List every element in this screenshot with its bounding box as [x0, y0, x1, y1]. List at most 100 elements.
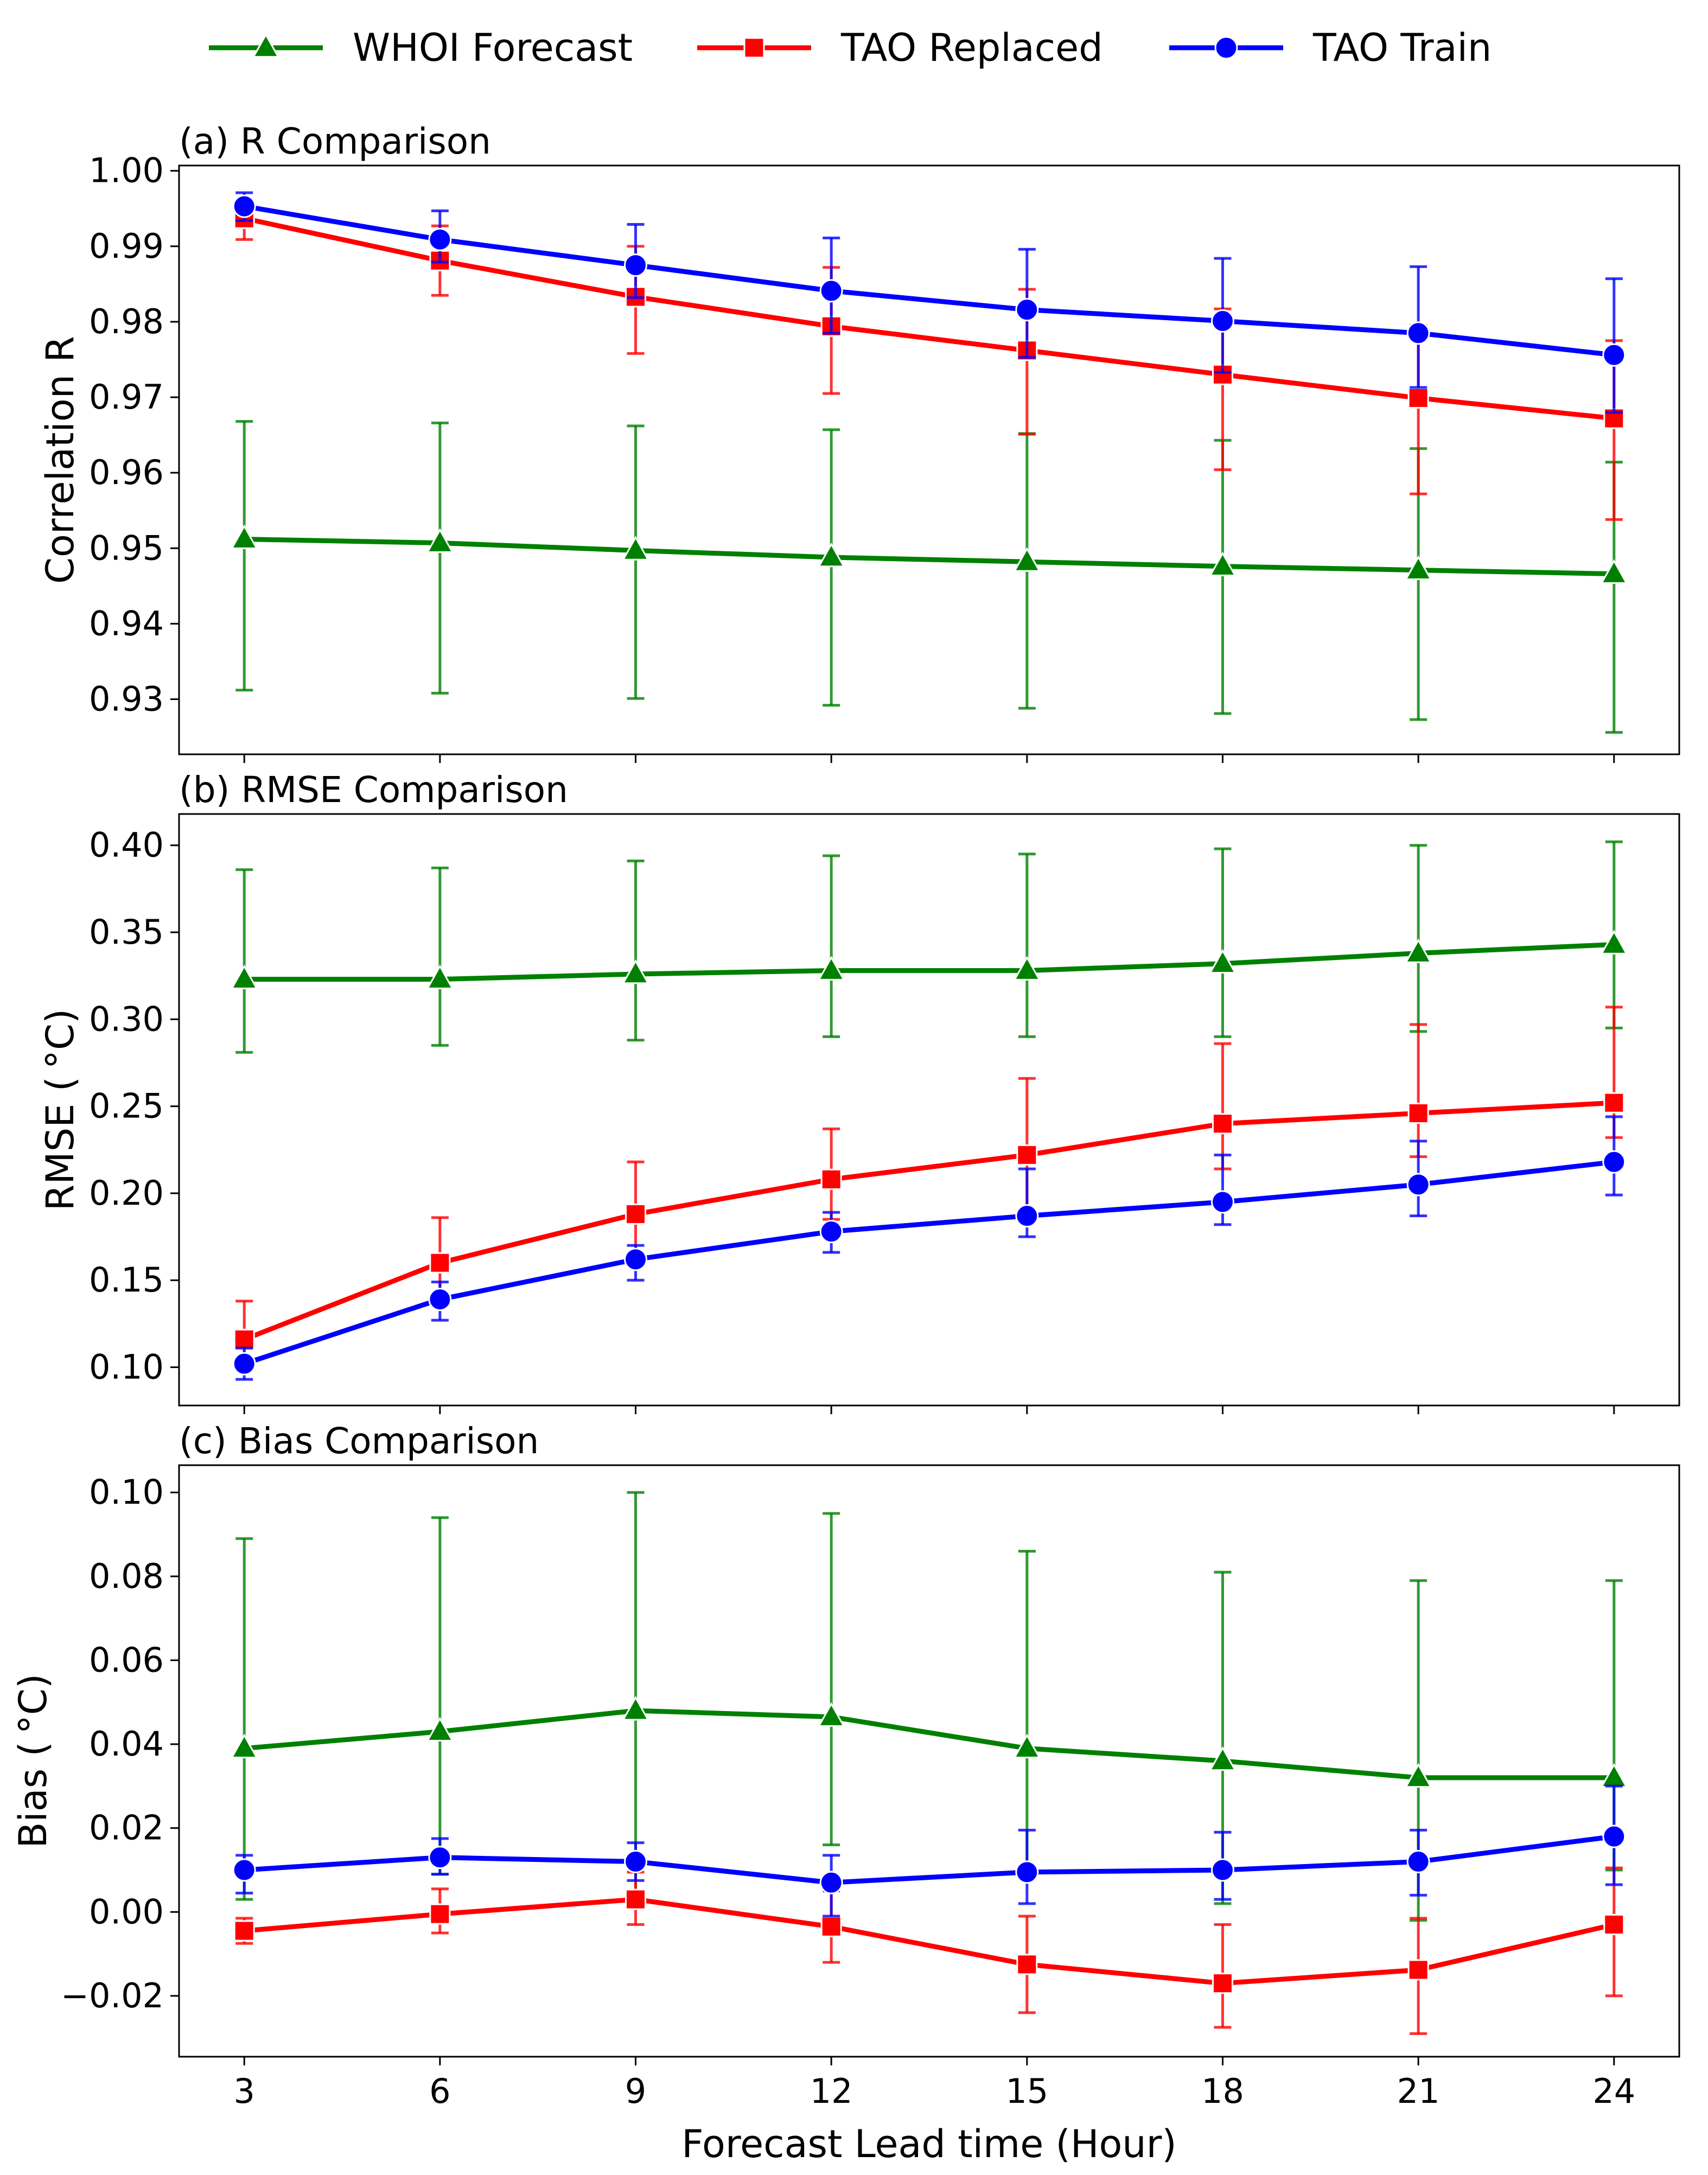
data-point [625, 1888, 647, 1910]
y-tick-label: 0.95 [89, 528, 164, 568]
y-tick-label: 0.20 [89, 1173, 164, 1213]
legend-item: TAO Replaced [697, 26, 1103, 70]
plot-frame [178, 164, 1680, 755]
data-point [1602, 343, 1626, 367]
data-point [230, 524, 258, 549]
y-tick-label: 0.10 [89, 1347, 164, 1387]
data-point [817, 956, 845, 981]
legend-label: WHOI Forecast [353, 26, 633, 70]
x-tick-label: 18 [1201, 2071, 1244, 2111]
data-point [820, 1168, 842, 1190]
data-point [1209, 949, 1237, 974]
data-point [426, 1716, 454, 1742]
x-tick-label: 12 [810, 2071, 853, 2111]
series-whoi-forecast [230, 840, 1628, 1054]
data-point [1406, 1173, 1430, 1197]
data-point [428, 1287, 452, 1311]
data-point [1210, 1858, 1234, 1882]
data-point [819, 1871, 843, 1894]
data-point [232, 194, 256, 218]
series-line [244, 1834, 1615, 1885]
data-point [1212, 1113, 1233, 1135]
y-tick-label: 0.96 [89, 453, 164, 492]
y-tick-label: 0.06 [89, 1640, 164, 1680]
y-tick-label: 0.10 [89, 1472, 164, 1512]
x-tick-label: 21 [1397, 2071, 1440, 2111]
data-point [428, 227, 452, 251]
data-point [625, 1203, 647, 1225]
data-point [1404, 1763, 1432, 1788]
data-point [819, 1219, 843, 1243]
y-axis-label: Bias ( °C) [11, 1674, 55, 1848]
data-point [622, 536, 649, 561]
data-point [1015, 298, 1039, 322]
data-point [1013, 956, 1041, 981]
data-point [230, 1733, 258, 1759]
legend-marker [743, 37, 765, 59]
data-point [817, 542, 845, 568]
x-tick-label: 24 [1592, 2071, 1635, 2111]
series-line [244, 215, 1615, 421]
series-line [244, 942, 1614, 982]
legend-item: WHOI Forecast [209, 26, 633, 70]
data-point [1406, 321, 1430, 345]
y-tick-label: 0.25 [89, 1086, 164, 1126]
data-point [1603, 1092, 1625, 1114]
y-tick-label: 0.99 [89, 226, 164, 266]
y-tick-label: 0.97 [89, 377, 164, 417]
series-line [244, 1708, 1614, 1780]
data-point [233, 1920, 255, 1942]
y-tick-label: 0.02 [89, 1808, 164, 1848]
data-point [1404, 555, 1432, 580]
data-point [1406, 1850, 1430, 1874]
data-point [426, 964, 454, 989]
y-axis-label: RMSE ( °C) [38, 1009, 82, 1211]
data-point [1600, 930, 1628, 955]
x-tick-label: 15 [1005, 2071, 1048, 2111]
x-tick-label: 9 [625, 2071, 646, 2111]
y-tick-label: 1.00 [89, 151, 164, 190]
y-tick-label: −0.02 [61, 1976, 164, 2015]
plot-frame [178, 1464, 1680, 2058]
series-line [243, 1100, 1615, 1342]
data-point [1404, 938, 1432, 963]
y-tick-label: 0.35 [89, 912, 164, 952]
data-point [429, 1252, 451, 1274]
data-point [1015, 1860, 1039, 1884]
data-point [1603, 1913, 1625, 1935]
series-tao-train [232, 1115, 1626, 1381]
data-point [624, 1850, 648, 1874]
panel-title: (a) R Comparison [179, 120, 491, 162]
data-point [428, 1846, 452, 1869]
series-line [243, 1159, 1615, 1366]
legend-marker [252, 33, 280, 58]
legend-marker [1214, 36, 1238, 60]
y-tick-label: 0.04 [89, 1724, 164, 1764]
series-line [244, 537, 1614, 577]
data-point [1013, 547, 1041, 572]
series-line [244, 1897, 1615, 1986]
data-point [1602, 1150, 1626, 1174]
x-tick-label: 3 [233, 2071, 254, 2111]
data-point [233, 1328, 255, 1350]
data-point [1602, 1824, 1626, 1848]
data-point [1407, 1102, 1429, 1124]
data-point [820, 1916, 842, 1937]
y-tick-label: 0.30 [89, 999, 164, 1039]
x-axis-label: Forecast Lead time (Hour) [681, 2122, 1177, 2166]
x-tick-label: 6 [429, 2071, 450, 2111]
data-point [232, 1352, 256, 1376]
data-point [1407, 387, 1429, 409]
data-point [622, 1696, 649, 1721]
panel-1: (a) R Comparison 0.93 0.94 0.95 0.96 0.97 0.98… [38, 120, 1680, 763]
data-point [1015, 1204, 1039, 1228]
y-tick-label: 0.00 [89, 1892, 164, 1931]
data-point [1016, 1144, 1038, 1166]
y-tick-label: 0.94 [89, 603, 164, 643]
plot-frame [178, 813, 1680, 1407]
series-line [244, 203, 1615, 358]
data-point [622, 959, 649, 984]
panel-3: (c) Bias Comparison −0.02 0.00 0.02 0.04 0.06… [11, 1420, 1680, 2111]
